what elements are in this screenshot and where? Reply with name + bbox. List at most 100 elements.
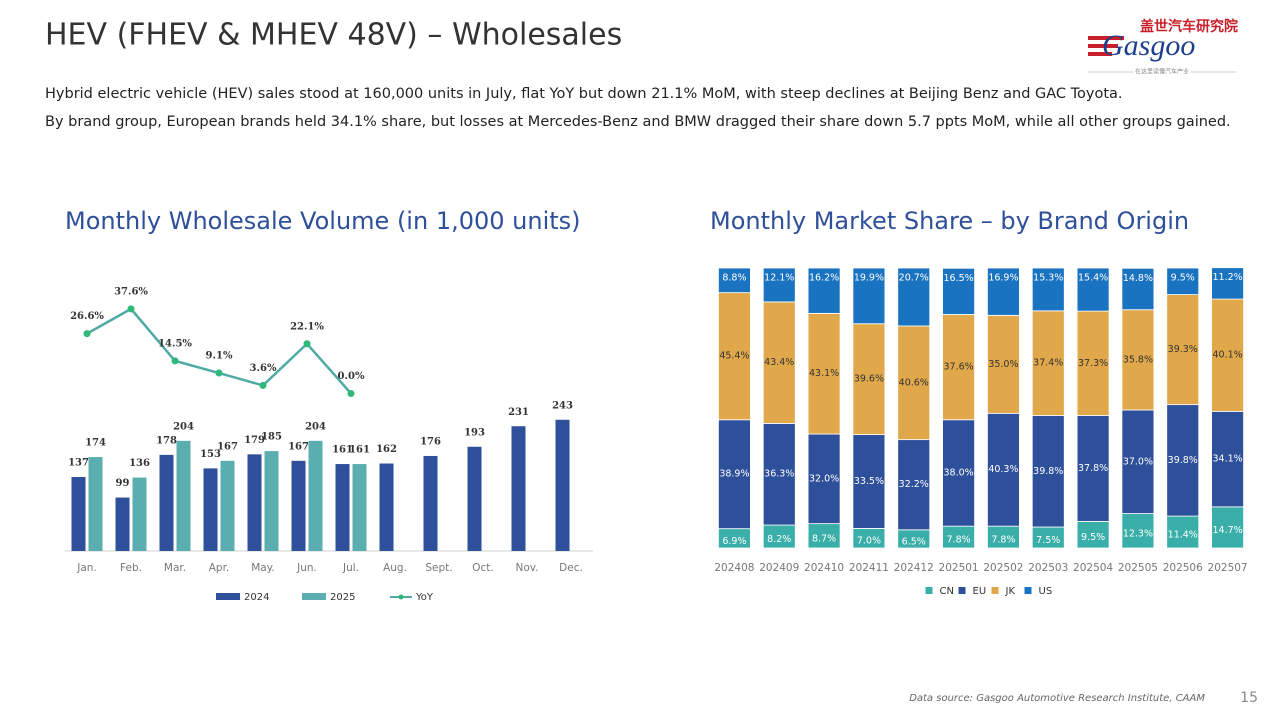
- data-label: 38.9%: [719, 469, 749, 480]
- data-label: 14.5%: [158, 338, 192, 349]
- legend-label: 2024: [244, 592, 269, 603]
- bar-segment: [718, 292, 751, 421]
- bar: [555, 419, 570, 551]
- x-tick-label: 202411: [849, 562, 889, 574]
- x-tick-label: 202504: [1073, 562, 1113, 574]
- legend-swatch: [216, 593, 240, 600]
- data-label: 39.3%: [1168, 344, 1198, 355]
- bar: [308, 440, 323, 551]
- bar: [264, 451, 279, 551]
- x-tick-label: 202505: [1118, 562, 1158, 574]
- data-label: 32.2%: [899, 479, 929, 490]
- data-label: 35.0%: [988, 359, 1018, 370]
- bar-segment: [1211, 298, 1244, 412]
- legend-label: US: [1039, 586, 1053, 597]
- point: [171, 357, 179, 365]
- logo-text: Gasgoo: [1102, 29, 1195, 62]
- data-label: 204: [305, 421, 326, 432]
- logo: 盖世汽车研究院 Gasgoo 在这里读懂汽车产业: [1088, 18, 1238, 78]
- x-tick-label: Feb.: [120, 562, 142, 574]
- bar-segment: [987, 267, 1020, 316]
- bar: [335, 464, 350, 551]
- bar-segment: [1166, 404, 1200, 517]
- source-note: Data source: Gasgoo Automotive Research …: [909, 693, 1205, 704]
- legend-swatch: [398, 594, 404, 600]
- x-tick-label: 202501: [939, 562, 979, 574]
- data-label: 7.8%: [991, 535, 1015, 546]
- data-label: 37.6%: [943, 362, 973, 373]
- data-label: 43.1%: [809, 368, 839, 379]
- legend-swatch: [991, 587, 999, 594]
- x-tick-label: Dec.: [559, 562, 583, 574]
- logo-stripe: [1088, 44, 1118, 48]
- bar-segment: [807, 267, 841, 314]
- bar-segment: [1211, 267, 1244, 300]
- bar: [467, 446, 482, 551]
- data-label: 0.0%: [338, 371, 365, 382]
- data-label: 37.6%: [114, 286, 148, 297]
- data-label: 7.5%: [1036, 535, 1060, 546]
- logo-stripe: [1088, 36, 1124, 40]
- data-label: 137: [68, 458, 89, 469]
- bar: [88, 457, 103, 551]
- data-label: 36.3%: [764, 469, 794, 480]
- data-label: 231: [508, 407, 529, 418]
- bar: [220, 460, 235, 551]
- summary-line: Hybrid electric vehicle (HEV) sales stoo…: [45, 86, 1123, 102]
- data-label: 11.2%: [1212, 272, 1242, 283]
- data-label: 8.7%: [812, 533, 836, 544]
- data-label: 7.0%: [857, 536, 881, 547]
- data-label: 34.1%: [1212, 454, 1242, 465]
- data-label: 8.8%: [722, 273, 746, 284]
- data-label: 45.4%: [719, 351, 749, 362]
- x-tick-label: 202502: [983, 562, 1023, 574]
- data-label: 16.2%: [809, 273, 839, 284]
- data-label: 15.4%: [1078, 273, 1108, 284]
- bar: [115, 497, 130, 551]
- x-tick-label: Nov.: [515, 562, 538, 574]
- data-label: 7.8%: [947, 535, 971, 546]
- data-label: 26.6%: [70, 311, 104, 322]
- bar: [71, 477, 86, 551]
- x-tick-label: May.: [251, 562, 275, 574]
- data-label: 33.5%: [854, 476, 884, 487]
- data-label: 22.1%: [290, 321, 324, 332]
- data-label: 20.7%: [899, 273, 929, 284]
- bar-segment: [807, 312, 841, 435]
- legend-label: YoY: [415, 592, 434, 603]
- data-label: 19.9%: [854, 273, 884, 284]
- bar-segment: [807, 433, 841, 525]
- x-tick-label: Aug.: [383, 562, 407, 574]
- data-label: 40.1%: [1212, 350, 1242, 361]
- bar: [291, 460, 306, 551]
- point: [127, 305, 135, 313]
- data-label: 9.1%: [206, 351, 233, 362]
- data-label: 16.5%: [943, 273, 973, 284]
- slide-title: HEV (FHEV & MHEV 48V) – Wholesales: [45, 18, 622, 53]
- bar-segment: [987, 412, 1020, 527]
- bar-segment: [1121, 309, 1155, 411]
- data-label: 37.8%: [1078, 463, 1108, 474]
- data-label: 40.3%: [988, 464, 1018, 475]
- x-tick-label: 202409: [759, 562, 799, 574]
- x-tick-label: Jan.: [76, 562, 97, 574]
- bar-segment: [1031, 267, 1065, 312]
- x-tick-label: 202408: [714, 562, 754, 574]
- data-label: 161: [349, 445, 370, 456]
- legend-swatch: [958, 587, 966, 594]
- data-label: 179: [244, 435, 265, 446]
- x-tick-label: 202507: [1208, 562, 1248, 574]
- data-label: 162: [376, 444, 397, 455]
- data-label: 12.1%: [764, 273, 794, 284]
- bar-segment: [1121, 267, 1155, 311]
- bar: [511, 426, 526, 551]
- data-label: 99: [116, 478, 130, 489]
- bar-segment: [807, 523, 841, 549]
- legend-swatch: [302, 593, 326, 600]
- bar-segment: [1031, 415, 1065, 528]
- bar: [247, 454, 262, 551]
- bar: [423, 455, 438, 551]
- x-tick-label: 202503: [1028, 562, 1068, 574]
- data-label: 6.5%: [902, 536, 926, 547]
- bar-segment: [1121, 409, 1155, 514]
